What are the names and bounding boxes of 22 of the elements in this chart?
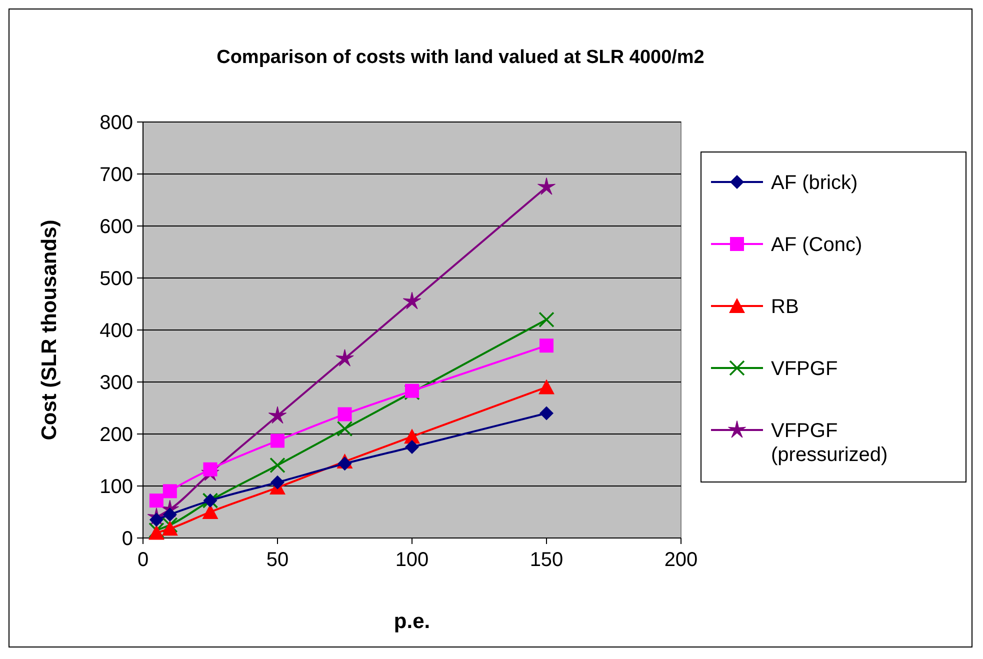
- y-tick-label: 600: [100, 216, 133, 238]
- x-tick-label: 150: [530, 549, 564, 571]
- legend-label: VFPGF (pressurized): [771, 420, 888, 466]
- y-tick-label: 500: [100, 268, 133, 290]
- y-tick-label: 200: [100, 424, 133, 446]
- x-tick-label: 200: [664, 549, 698, 571]
- legend-label: VFPGF: [771, 358, 838, 380]
- y-tick-label: 300: [100, 372, 133, 394]
- y-tick-label: 800: [100, 112, 133, 134]
- y-axis-title: Cost (SLR thousands): [38, 220, 61, 440]
- y-tick-label: 400: [100, 320, 133, 342]
- y-tick-label: 100: [100, 476, 133, 498]
- y-tick-label: 0: [122, 528, 133, 550]
- legend-label: RB: [771, 296, 799, 318]
- y-tick-label: 700: [100, 164, 133, 186]
- x-tick-label: 0: [137, 549, 149, 571]
- x-tick-label: 100: [395, 549, 429, 571]
- chart-title: Comparison of costs with land valued at SLR 4000/m2: [216, 47, 704, 68]
- x-axis-title: p.e.: [394, 610, 430, 633]
- x-tick-label: 50: [266, 549, 289, 571]
- legend-label: AF (brick): [771, 172, 858, 194]
- legend-label: AF (Conc): [771, 234, 862, 256]
